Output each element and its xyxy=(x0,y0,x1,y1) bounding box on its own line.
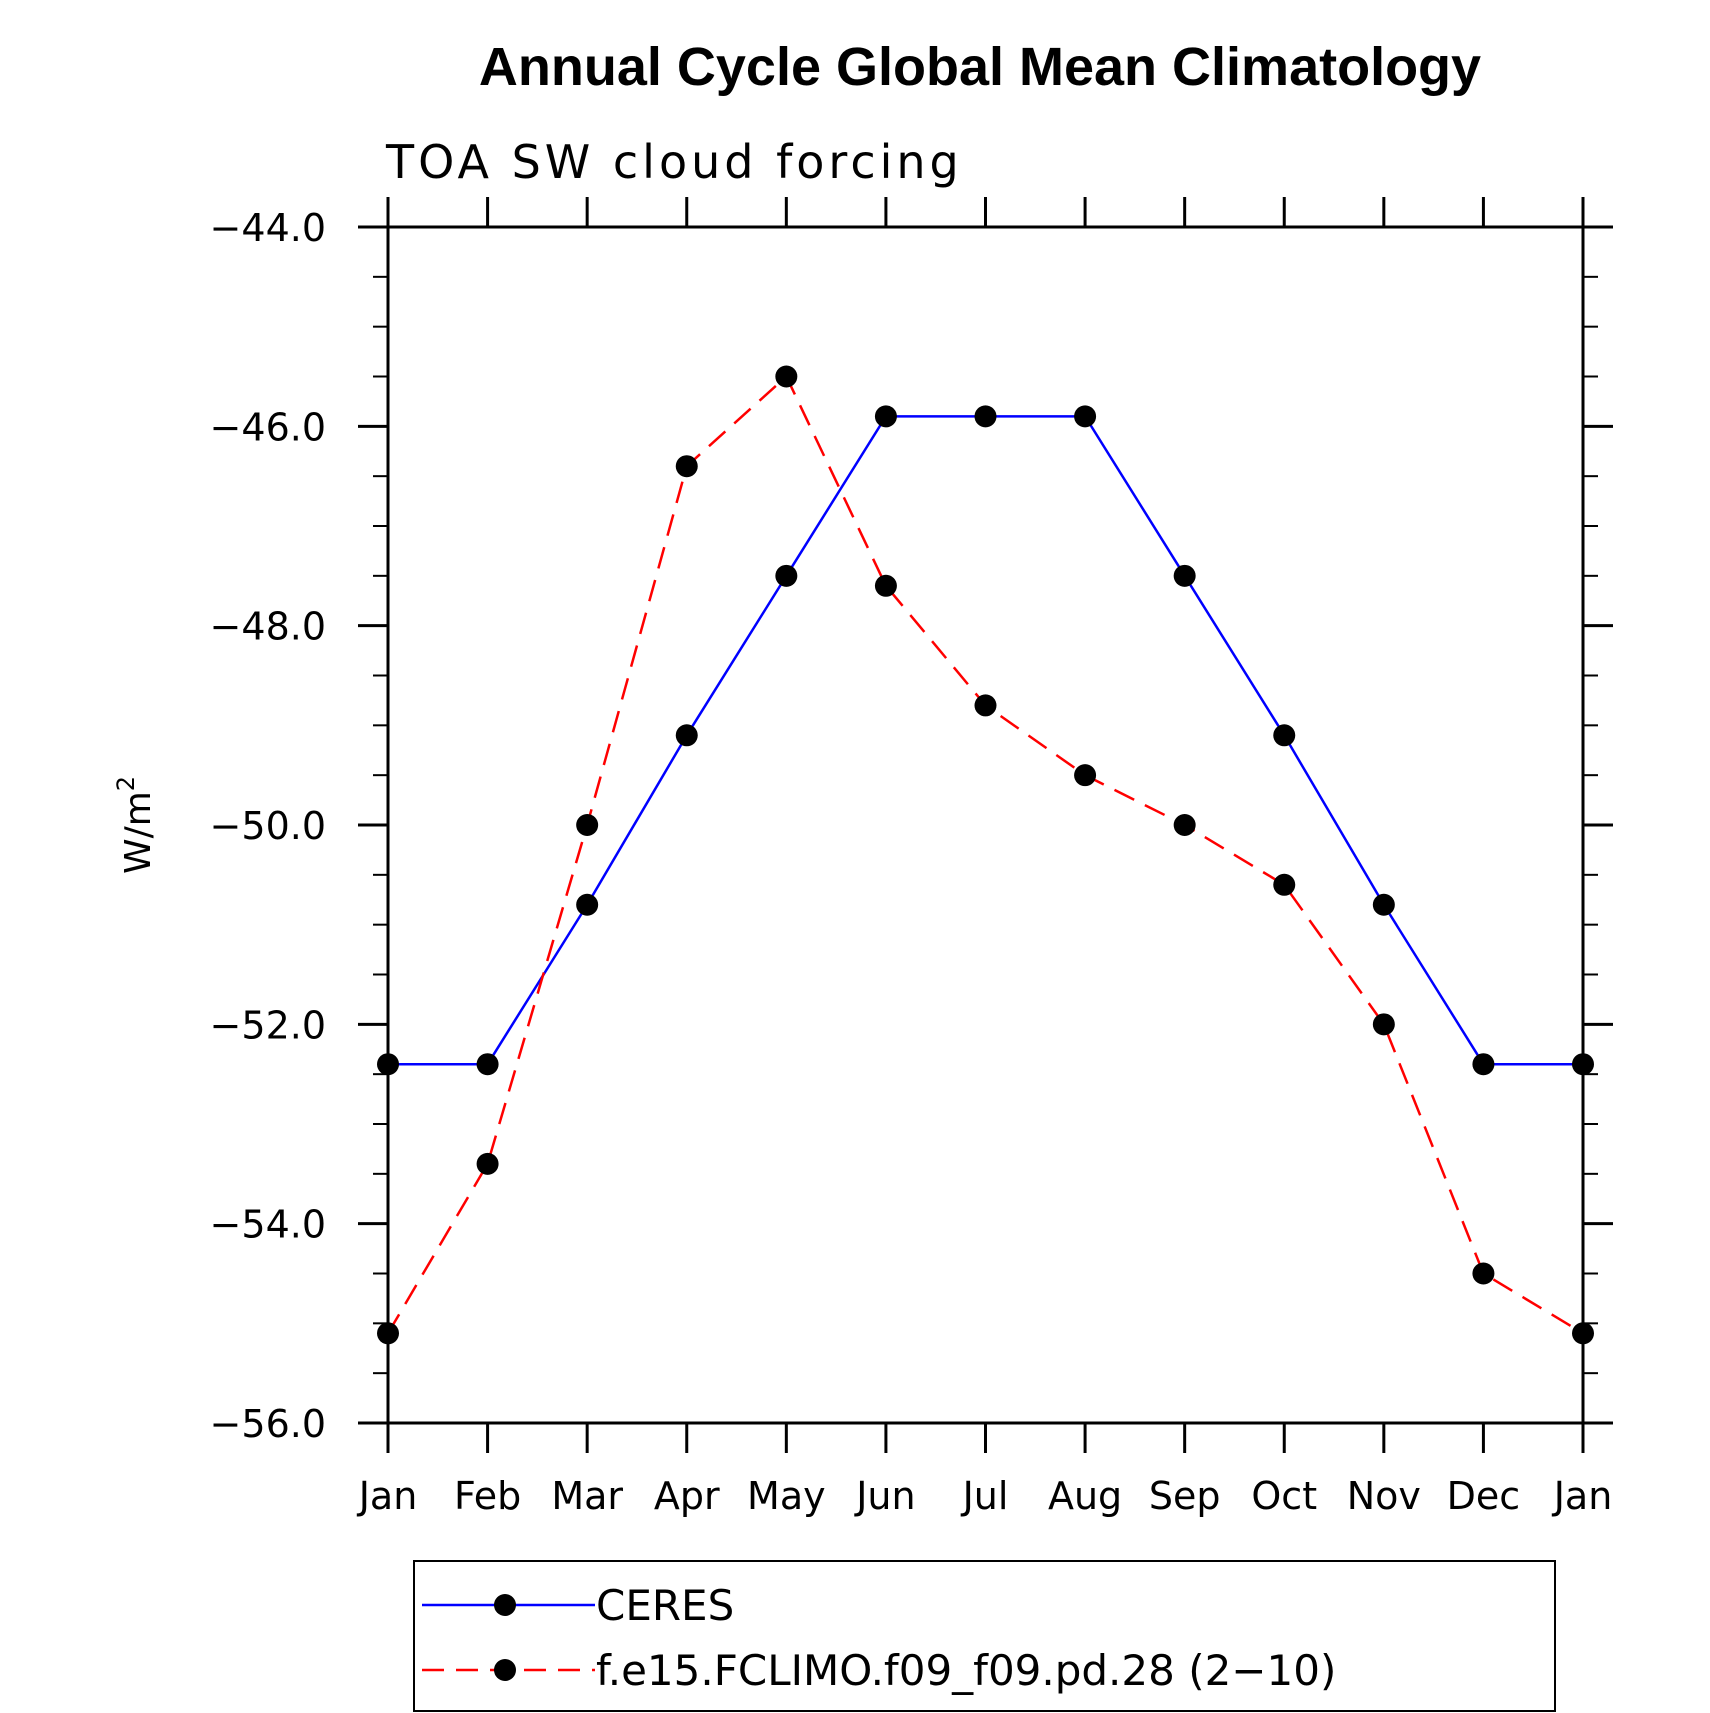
legend-box xyxy=(413,1560,1556,1712)
x-tick-label: Jul xyxy=(961,1474,1009,1518)
series-2-point xyxy=(974,694,997,717)
series-2-point xyxy=(476,1152,499,1175)
y-axis-label-text: W/m xyxy=(118,791,159,874)
legend-label-2: f.e15.FCLIMO.f09_f09.pd.28 (2−10) xyxy=(596,1646,1336,1695)
legend-marker-1 xyxy=(494,1594,516,1616)
series-2-point xyxy=(775,365,798,388)
x-tick-label: Nov xyxy=(1347,1474,1421,1518)
series-group xyxy=(377,365,1594,1345)
y-tick-label: −48.0 xyxy=(210,605,326,649)
series-1-point xyxy=(1273,724,1296,747)
y-tick-label: −52.0 xyxy=(210,1003,326,1047)
x-tick-label: Dec xyxy=(1447,1474,1521,1518)
y-tick-label: −54.0 xyxy=(210,1203,326,1247)
series-1-point xyxy=(1372,893,1395,916)
x-tick-label: Sep xyxy=(1149,1474,1221,1518)
x-tick-label: Oct xyxy=(1251,1474,1317,1518)
y-axis-label: W/m2 xyxy=(112,776,159,874)
series-1-point xyxy=(1472,1053,1495,1076)
y-tick-label: −46.0 xyxy=(210,405,326,449)
series-1-point xyxy=(675,724,698,747)
x-tick-label: Feb xyxy=(454,1474,521,1518)
series-2-point xyxy=(1074,764,1097,787)
y-tick-label: −44.0 xyxy=(210,206,326,250)
x-tick-label: Jan xyxy=(357,1474,418,1518)
chart-title: Annual Cycle Global Mean Climatology xyxy=(479,37,1481,97)
series-2-point xyxy=(1472,1262,1495,1285)
series-2-point xyxy=(1173,814,1196,836)
plot-frame xyxy=(386,225,1585,1425)
legend-marker-2 xyxy=(494,1659,516,1681)
series-line-1 xyxy=(388,415,1583,1066)
legend-label-1: CERES xyxy=(596,1581,734,1630)
axis-ticks xyxy=(358,197,1613,1453)
x-tick-label: May xyxy=(747,1474,826,1518)
series-2-point xyxy=(576,814,599,836)
x-tick-label: Jun xyxy=(854,1474,915,1518)
series-1-point xyxy=(974,405,997,428)
series-1-point xyxy=(576,893,599,916)
series-1-point xyxy=(775,564,798,587)
series-1-point xyxy=(874,405,897,428)
series-1-point xyxy=(1074,405,1097,428)
series-line-2 xyxy=(386,374,1584,1335)
y-tick-label: −56.0 xyxy=(210,1402,326,1446)
x-tick-label: Apr xyxy=(654,1474,720,1518)
x-tick-label: Aug xyxy=(1048,1474,1122,1518)
x-tick-label: Mar xyxy=(551,1474,623,1518)
svg-text:W/m2: W/m2 xyxy=(112,776,159,874)
y-axis-label-superscript: 2 xyxy=(112,776,140,791)
series-2-point xyxy=(675,455,698,478)
y-tick-label: −50.0 xyxy=(210,804,326,848)
series-2-point xyxy=(1273,873,1296,896)
series-2-point xyxy=(874,574,897,597)
series-2-point xyxy=(1372,1013,1395,1036)
series-1-point xyxy=(476,1053,499,1076)
tick-labels: Jan Feb Mar Apr May Jun Jul Aug Sep Oct Nov Dec Jan−… xyxy=(210,206,1613,1518)
legend: CERES f.e15.FCLIMO.f09_f09.pd.28 (2−10) xyxy=(413,1560,1556,1712)
series-1-point xyxy=(1173,564,1196,587)
chart-subtitle: TOA SW cloud forcing xyxy=(385,135,963,189)
x-tick-label: Jan xyxy=(1552,1474,1613,1518)
